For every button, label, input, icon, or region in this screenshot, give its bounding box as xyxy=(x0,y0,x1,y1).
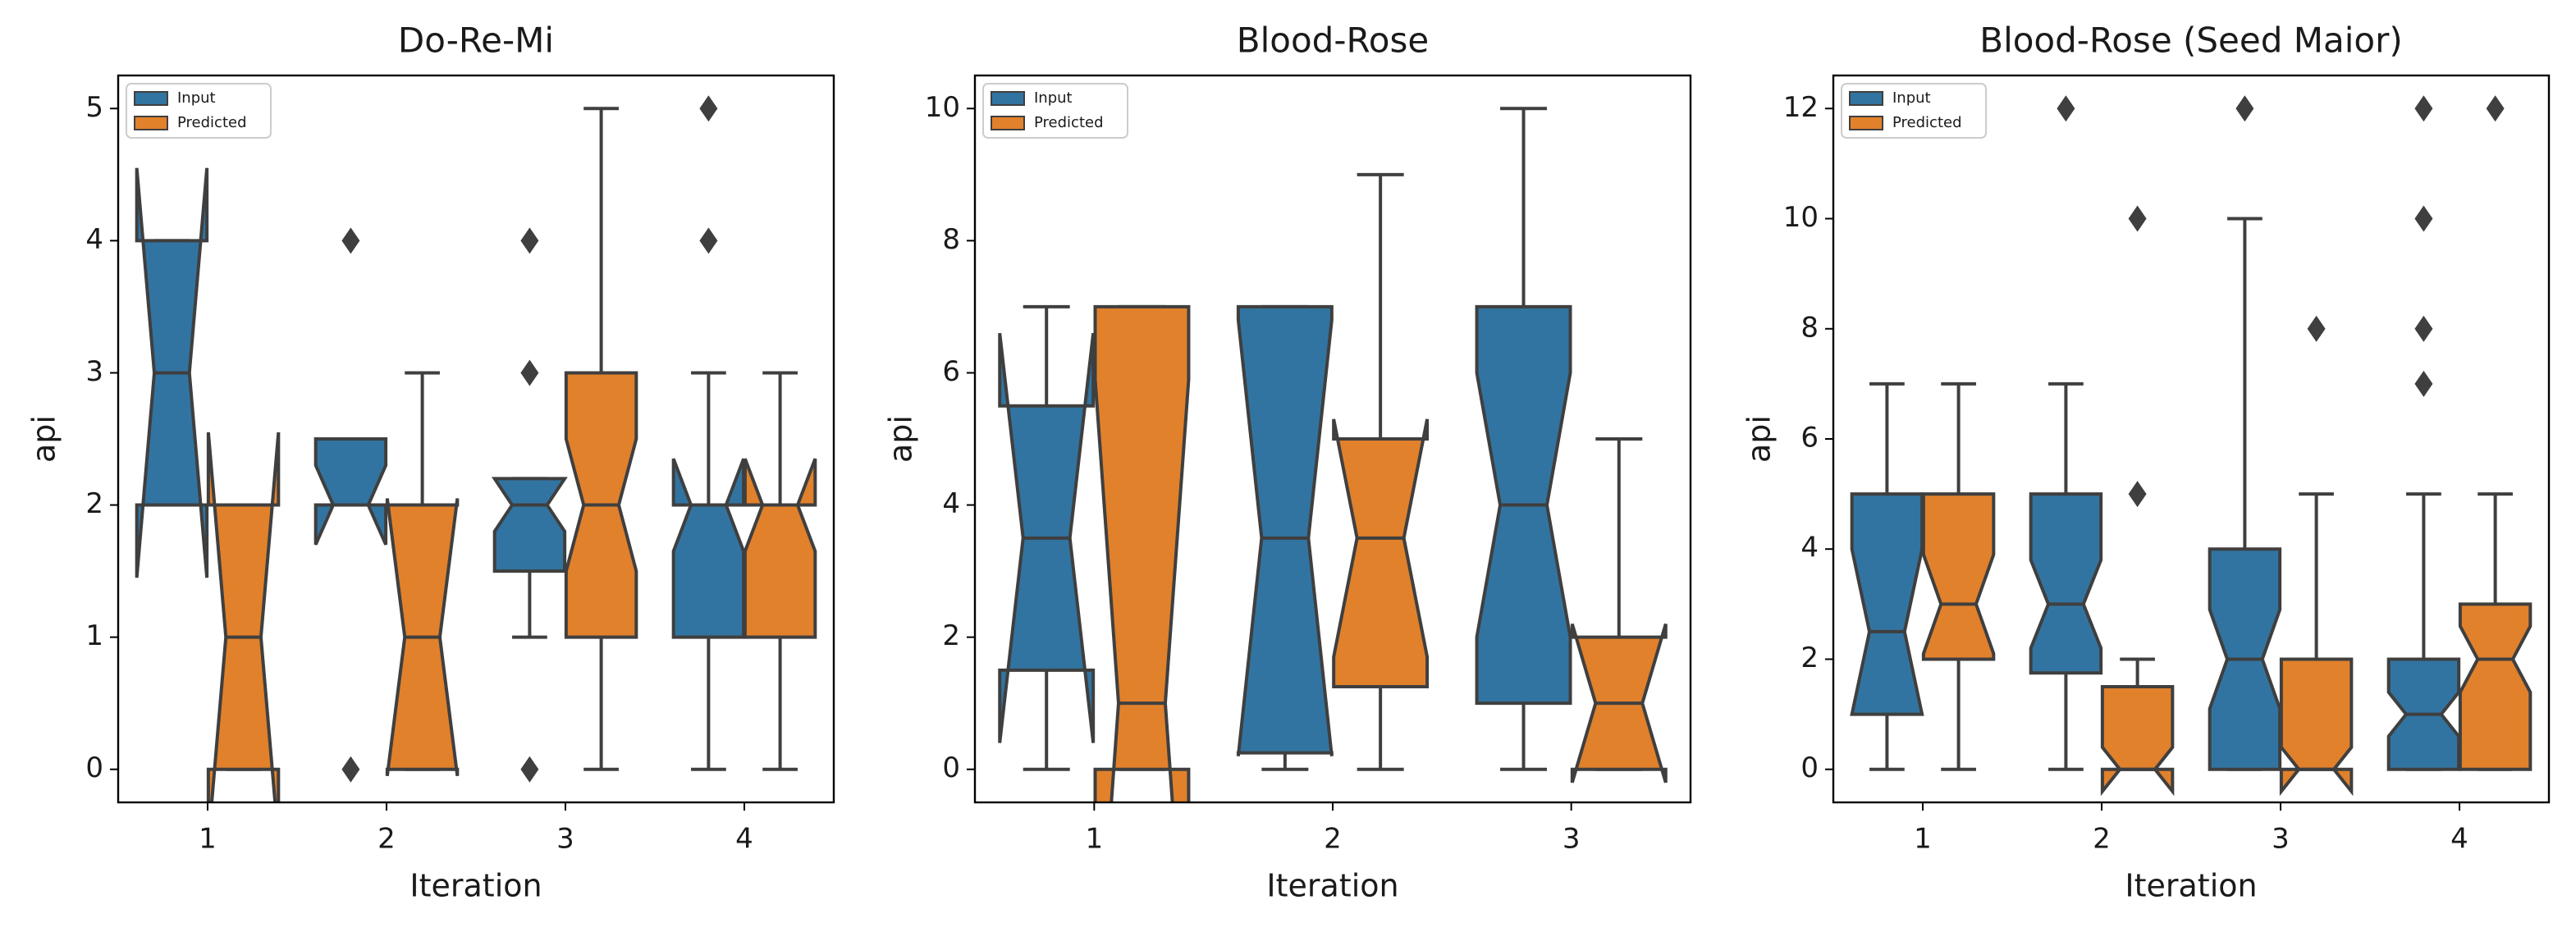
y-axis-label: api xyxy=(1741,415,1778,463)
box xyxy=(2100,685,2175,797)
flier xyxy=(520,756,539,783)
legend-label: Predicted xyxy=(177,114,247,131)
axes-frame xyxy=(117,74,835,804)
y-tick-label: 4 xyxy=(942,487,960,520)
box xyxy=(743,458,817,639)
legend-label: Input xyxy=(1892,89,1931,107)
x-tick-label: 4 xyxy=(2450,823,2468,856)
x-tick-label: 1 xyxy=(199,823,217,856)
flier xyxy=(2235,95,2254,122)
legend-swatch xyxy=(991,116,1025,130)
axes-frame xyxy=(1832,74,2551,804)
flier xyxy=(341,756,360,783)
y-tick-label: 10 xyxy=(925,91,960,124)
legend-label: Input xyxy=(1034,89,1073,107)
y-tick-label: 6 xyxy=(942,355,960,388)
flier xyxy=(2307,315,2326,342)
subplot: Do-Re-Mi Iteration api 0 1 2 3 4 5 1 2 3 4 Input Predi… xyxy=(26,21,835,904)
legend-swatch xyxy=(1849,116,1883,130)
y-tick-label: 1 xyxy=(85,619,103,652)
x-tick-label: 1 xyxy=(1914,823,1932,856)
flier xyxy=(2057,95,2075,122)
flier xyxy=(2486,95,2505,122)
box xyxy=(1093,304,1191,802)
box xyxy=(1921,492,1996,661)
flier xyxy=(2128,205,2147,232)
x-tick-label: 2 xyxy=(377,823,396,856)
flier xyxy=(699,95,718,122)
chart-title: Blood-Rose xyxy=(1237,21,1429,61)
flier xyxy=(520,359,539,386)
flier xyxy=(341,227,360,254)
y-tick-label: 0 xyxy=(942,752,960,784)
x-tick-label: 3 xyxy=(2272,823,2290,856)
box xyxy=(2458,602,2533,771)
box xyxy=(1332,418,1430,689)
y-axis-label: api xyxy=(883,415,919,463)
plot-area xyxy=(135,95,817,802)
legend-swatch xyxy=(991,91,1025,106)
box xyxy=(491,477,568,573)
legend: Input Predicted xyxy=(982,83,1128,139)
legend: Input Predicted xyxy=(126,83,272,139)
y-tick-label: 6 xyxy=(1800,422,1819,455)
x-tick-label: 3 xyxy=(556,823,574,856)
x-tick-label: 2 xyxy=(2093,823,2111,856)
y-tick-label: 12 xyxy=(1783,91,1819,124)
x-axis-label: Iteration xyxy=(2125,868,2257,904)
plot-area xyxy=(998,107,1668,802)
y-tick-label: 2 xyxy=(1800,642,1819,674)
box xyxy=(206,432,281,802)
x-axis-label: Iteration xyxy=(410,868,542,904)
legend-label: Predicted xyxy=(1034,114,1104,131)
y-tick-label: 4 xyxy=(85,223,103,256)
y-axis-label: api xyxy=(26,415,62,463)
legend-label: Input xyxy=(177,89,216,107)
flier xyxy=(2414,315,2433,342)
box xyxy=(1236,304,1334,756)
x-tick-label: 2 xyxy=(1324,823,1342,856)
y-tick-label: 2 xyxy=(942,619,960,652)
y-tick-label: 0 xyxy=(85,752,103,784)
y-tick-label: 10 xyxy=(1783,201,1819,234)
y-tick-label: 0 xyxy=(1800,752,1819,784)
y-tick-label: 3 xyxy=(85,355,103,388)
flier xyxy=(2414,370,2433,397)
plot-area xyxy=(1850,95,2533,797)
box xyxy=(2029,492,2103,675)
box xyxy=(1850,492,1924,716)
y-tick-label: 4 xyxy=(1800,532,1819,564)
legend-swatch xyxy=(134,91,168,106)
y-tick-label: 5 xyxy=(85,91,103,124)
y-tick-label: 8 xyxy=(1800,311,1819,344)
box xyxy=(2279,657,2354,797)
subplot: Blood-Rose (Seed Maior) Iteration api 0 2 4 6 8… xyxy=(1741,21,2551,904)
flier xyxy=(2414,205,2433,232)
flier xyxy=(2414,95,2433,122)
legend-label: Predicted xyxy=(1892,114,1962,131)
x-tick-label: 4 xyxy=(735,823,753,856)
x-tick-label: 3 xyxy=(1563,823,1581,856)
legend-swatch xyxy=(134,116,168,130)
x-axis-label: Iteration xyxy=(1266,868,1398,904)
chart-title: Blood-Rose (Seed Maior) xyxy=(1979,21,2402,61)
y-tick-label: 8 xyxy=(942,223,960,256)
flier xyxy=(699,227,718,254)
legend: Input Predicted xyxy=(1841,83,1987,139)
flier xyxy=(520,227,539,254)
flier xyxy=(2128,481,2147,508)
axes-frame xyxy=(973,74,1692,804)
box xyxy=(313,437,388,546)
chart-title: Do-Re-Mi xyxy=(398,21,554,61)
y-tick-label: 2 xyxy=(85,487,103,520)
x-tick-label: 1 xyxy=(1086,823,1104,856)
legend-swatch xyxy=(1849,91,1883,106)
